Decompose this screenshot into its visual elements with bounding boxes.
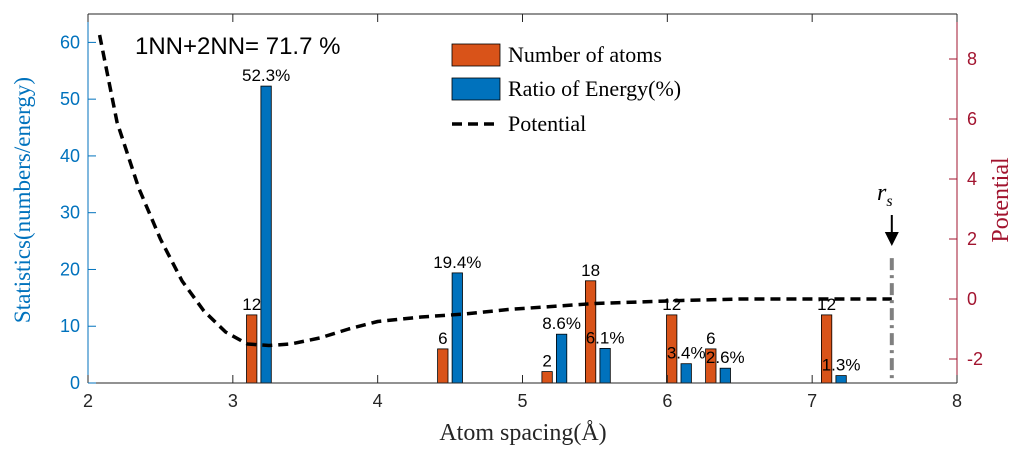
bar-label-atoms-0: 12 [242, 295, 261, 314]
bar-atoms-2 [541, 371, 553, 384]
bar-label-atoms-3: 18 [581, 261, 600, 280]
x-tick-label-0: 2 [83, 391, 93, 411]
rs-arrow-head [884, 232, 899, 246]
bar-label-energy-6: 1.3% [822, 356, 861, 375]
y-axis-left-label: Statistics(numbers/energy) [10, 77, 35, 323]
rs-label-main: r [877, 180, 887, 206]
y-right-tick-label-3: 4 [967, 169, 977, 189]
bar-atoms-0 [246, 314, 258, 384]
x-tick-label-1: 3 [228, 391, 238, 411]
y-left-tick-label-1: 10 [60, 316, 80, 336]
y-left-tick-label-5: 50 [60, 89, 80, 109]
bar-label-energy-0: 52.3% [242, 66, 290, 85]
potential-layer [97, 34, 899, 383]
legend: Number of atoms Ratio of Energy(%) Poten… [451, 42, 681, 136]
y-right-tick-label-1: 0 [967, 289, 977, 309]
bar-label-energy-5: 2.6% [706, 348, 745, 367]
legend-swatch-energy [451, 77, 501, 101]
x-tick-label-3: 5 [517, 391, 527, 411]
y-right-tick-label-0: -2 [967, 349, 983, 369]
x-tick-label-2: 4 [373, 391, 383, 411]
rs-label: rs [877, 180, 893, 210]
potential-curve [97, 34, 892, 348]
plot-background [88, 14, 957, 383]
bar-label-atoms-5: 6 [706, 329, 715, 348]
bar-energy-5 [719, 367, 731, 384]
bar-energy-0 [260, 85, 272, 384]
bar-label-atoms-4: 12 [662, 295, 681, 314]
bar-label-energy-1: 19.4% [433, 253, 481, 272]
bar-energy-4 [680, 363, 692, 384]
x-tick-label-6: 8 [952, 391, 962, 411]
bar-label-energy-3: 6.1% [586, 328, 625, 347]
plot-area [88, 14, 957, 383]
bar-energy-6 [835, 375, 847, 384]
bar-energy-2 [556, 333, 568, 384]
y-right-tick-label-5: 8 [967, 49, 977, 69]
rs-label-sub: s [886, 193, 892, 210]
bar-label-atoms-1: 6 [438, 329, 447, 348]
bar-label-energy-4: 3.4% [667, 344, 706, 363]
y-right-tick-label-4: 6 [967, 109, 977, 129]
y-left-tick-label-3: 30 [60, 203, 80, 223]
bar-atoms-1 [437, 348, 449, 384]
x-tick-label-5: 7 [807, 391, 817, 411]
x-axis-label: Atom spacing(Å) [439, 420, 606, 446]
bar-label-energy-2: 8.6% [542, 314, 581, 333]
svg-text:rs: rs [877, 180, 893, 210]
bar-energy-1 [451, 272, 463, 384]
legend-label-potential: Potential [508, 111, 586, 136]
y-axis-right-label: Potential [988, 157, 1014, 243]
legend-label-energy: Ratio of Energy(%) [508, 76, 681, 101]
y-right-tick-label-2: 2 [967, 229, 977, 249]
annotation-text: 1NN+2NN= 71.7 % [135, 33, 340, 60]
x-tick-label-4: 6 [662, 391, 672, 411]
bar-energy-3 [599, 347, 611, 384]
y-left-tick-label-0: 0 [70, 373, 80, 393]
bar-label-atoms-2: 2 [542, 352, 551, 371]
y-left-tick-label-6: 60 [60, 32, 80, 52]
legend-swatch-atoms [451, 43, 501, 67]
y-left-tick-label-2: 20 [60, 259, 80, 279]
legend-label-atoms: Number of atoms [508, 42, 662, 67]
y-left-tick-label-4: 40 [60, 146, 80, 166]
